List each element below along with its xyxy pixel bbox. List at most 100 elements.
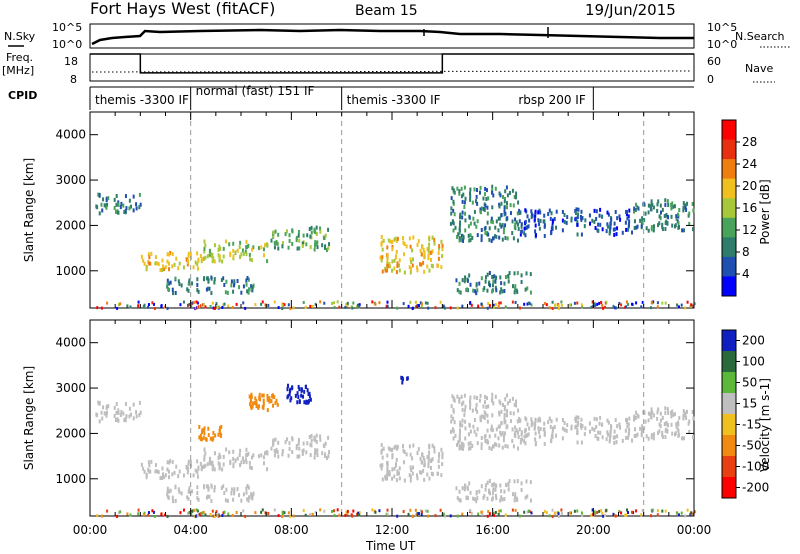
velocity-pixel <box>174 498 177 503</box>
velocity-pixel <box>503 489 506 494</box>
velocity-pixel <box>203 457 206 462</box>
velocity-pixel <box>640 427 643 432</box>
power-pixel <box>232 254 235 259</box>
power-pixel <box>314 302 317 306</box>
velocity-pixel <box>227 512 230 516</box>
power-pixel <box>670 206 673 211</box>
power-pixel <box>484 279 487 284</box>
power-pixel <box>415 265 418 270</box>
velocity-pixel <box>550 439 553 444</box>
power-colorbar-label: Power [dB] <box>758 179 772 244</box>
power-pixel <box>195 300 198 304</box>
velocity-pixel <box>537 426 540 431</box>
velocity-pixel <box>474 497 477 502</box>
power-pixel <box>175 256 178 261</box>
power-pixel <box>656 305 659 309</box>
power-pixel <box>409 244 412 249</box>
power-pixel <box>495 219 498 224</box>
power-pixel <box>310 225 313 230</box>
power-pixel <box>225 239 228 244</box>
velocity-pixel <box>396 444 399 449</box>
power-pixel <box>516 271 519 276</box>
velocity-pixel <box>539 418 542 423</box>
velocity-pixel <box>480 414 483 419</box>
power-pixel <box>566 215 569 220</box>
velocity-pixel <box>671 409 674 414</box>
x-tick-label: 12:00 <box>375 523 410 537</box>
velocity-pixel <box>498 412 501 417</box>
power-pixel <box>408 236 411 241</box>
velocity-pixel <box>244 514 247 518</box>
colorbar-swatch <box>722 217 736 238</box>
velocity-pixel <box>688 419 691 424</box>
velocity-pixel <box>555 433 558 438</box>
power-pixel <box>218 254 221 259</box>
velocity-pixel <box>426 455 429 460</box>
velocity-pixel <box>453 398 456 403</box>
power-pixel <box>499 275 502 280</box>
velocity-pixel <box>488 512 491 516</box>
power-pixel <box>196 266 199 271</box>
power-pixel <box>547 212 550 217</box>
velocity-pixel <box>452 407 455 412</box>
power-pixel <box>598 213 601 218</box>
velocity-pixel <box>265 511 268 515</box>
power-pixel <box>450 211 453 216</box>
power-pixel <box>245 245 248 250</box>
power-pixel <box>384 268 387 273</box>
power-pixel <box>247 290 250 295</box>
power-pixel <box>138 192 141 197</box>
power-pixel <box>398 258 401 263</box>
velocity-pixel <box>650 508 653 512</box>
velocity-pixel <box>421 452 424 457</box>
velocity-pixel <box>235 510 238 514</box>
power-pixel <box>120 201 123 206</box>
velocity-pixel <box>159 475 162 480</box>
y-tick-label: 4000 <box>55 128 86 142</box>
power-pixel <box>288 238 291 243</box>
velocity-pixel <box>438 454 441 459</box>
power-pixel <box>593 208 596 213</box>
power-pixel <box>641 300 644 304</box>
power-pixel <box>169 280 172 285</box>
power-pixel <box>196 301 199 305</box>
velocity-pixel <box>260 510 263 514</box>
velocity-pixel <box>482 404 485 409</box>
colorbar-tick-label: 24 <box>742 157 757 171</box>
power-pixel <box>267 303 270 307</box>
colorbar-swatch <box>722 393 736 415</box>
power-pixel <box>580 303 583 307</box>
power-pixel <box>423 269 426 274</box>
velocity-pixel <box>154 463 157 468</box>
velocity-pixel <box>424 509 427 513</box>
power-pixel <box>500 281 503 286</box>
velocity-pixel <box>107 404 110 409</box>
velocity-pixel <box>480 435 483 440</box>
power-pixel <box>488 304 491 308</box>
velocity-pixel <box>380 443 383 448</box>
power-pixel <box>640 223 643 228</box>
velocity-pixel <box>101 416 104 421</box>
colorbar-swatch <box>722 120 736 141</box>
velocity-pixel <box>461 418 464 423</box>
power-pixel <box>213 259 216 264</box>
power-pixel <box>635 202 638 207</box>
velocity-pixel <box>352 509 355 513</box>
power-pixel <box>113 206 116 211</box>
power-pixel <box>100 202 103 207</box>
power-pixel <box>157 262 160 267</box>
power-pixel <box>692 227 695 232</box>
power-pixel <box>609 224 612 229</box>
velocity-pixel <box>692 512 695 516</box>
power-pixel <box>458 228 461 233</box>
velocity-pixel <box>467 441 470 446</box>
power-pixel <box>242 251 245 256</box>
velocity-pixel <box>626 424 629 429</box>
velocity-pixel <box>500 495 503 500</box>
power-pixel <box>534 233 537 238</box>
velocity-pixel <box>284 440 287 445</box>
power-pixel <box>420 302 423 306</box>
velocity-pixel <box>511 396 514 401</box>
velocity-pixel <box>463 393 466 398</box>
velocity-pixel <box>132 416 135 421</box>
